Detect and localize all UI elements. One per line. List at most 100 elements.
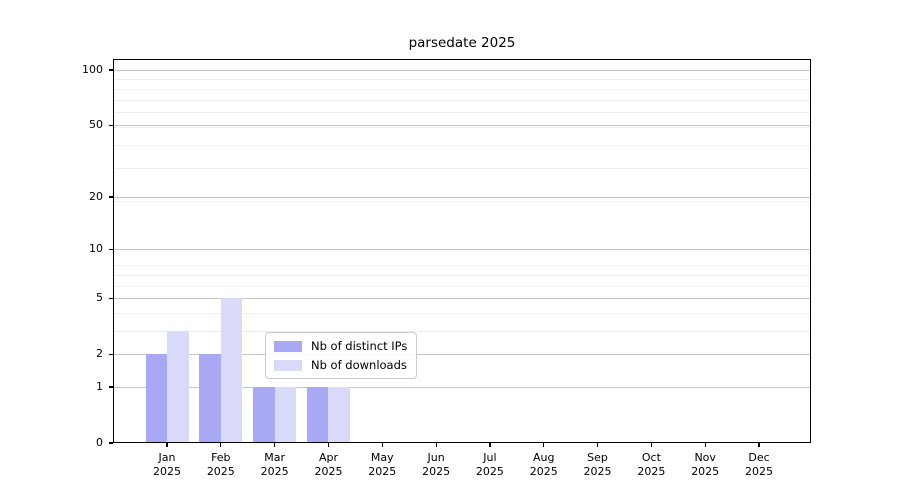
x-tick-year: 2025 [314, 464, 343, 478]
x-tick-label-jul: Jul 2025 [462, 451, 518, 478]
y-tick-label: 100 [82, 63, 103, 76]
x-tick-month: May [370, 451, 394, 464]
x-tick-month: Sep [587, 451, 608, 464]
bar-downloads-feb [220, 298, 243, 443]
x-tick-label-aug: Aug 2025 [516, 451, 572, 478]
gridline-minor [113, 144, 811, 146]
x-tick-year: 2025 [206, 464, 235, 478]
x-tick-month: Aug [532, 451, 555, 464]
x-tick-mark [543, 443, 545, 447]
legend-swatch-distinct-ips [274, 340, 302, 352]
gridline-major [113, 298, 811, 300]
y-tick-mark [109, 442, 113, 444]
y-tick-mark [109, 386, 113, 388]
y-tick-mark [109, 248, 113, 250]
legend: Nb of distinct IPs Nb of downloads [265, 332, 418, 379]
gridline-major [113, 70, 811, 71]
x-tick-mark [489, 443, 491, 447]
x-tick-label-sep: Sep 2025 [570, 451, 626, 478]
legend-label-distinct-ips: Nb of distinct IPs [311, 339, 408, 353]
y-tick-label: 20 [89, 189, 103, 203]
gridline-major [113, 196, 811, 198]
bar-downloads-mar [274, 386, 297, 443]
x-tick-mark [758, 443, 760, 447]
x-tick-year: 2025 [422, 464, 451, 478]
x-tick-mark [166, 443, 168, 447]
legend-item-distinct-ips: Nb of distinct IPs [274, 338, 407, 354]
y-tick-mark [109, 297, 113, 299]
x-tick-mark [274, 443, 276, 447]
gridline-minor [113, 330, 811, 332]
x-tick-label-dec: Dec 2025 [731, 451, 787, 478]
x-tick-year: 2025 [260, 464, 289, 478]
y-tick-mark [109, 196, 113, 198]
x-tick-month: Dec [748, 451, 770, 464]
x-tick-month: Apr [318, 451, 338, 464]
gridline-minor [113, 99, 811, 101]
x-tick-mark [327, 443, 330, 447]
x-tick-mark [435, 443, 437, 447]
x-tick-label-apr: Apr 2025 [300, 451, 356, 478]
gridline-minor [113, 312, 811, 314]
y-tick-label: 1 [96, 379, 103, 393]
gridline-minor [113, 112, 811, 114]
x-tick-year: 2025 [637, 464, 666, 478]
x-tick-month: Jul [483, 451, 497, 464]
x-tick-year: 2025 [583, 464, 612, 478]
y-tick-mark [109, 124, 113, 126]
legend-label-downloads: Nb of downloads [311, 358, 407, 372]
x-tick-month: Jan [158, 451, 176, 464]
chart-title: parsedate 2025 [408, 35, 516, 51]
bar-distinct-ips-feb [199, 354, 221, 443]
x-tick-year: 2025 [153, 464, 181, 478]
gridline-minor [113, 88, 811, 90]
bar-downloads-apr [328, 386, 350, 443]
x-tick-year: 2025 [529, 464, 558, 478]
x-tick-mark [596, 443, 599, 447]
x-tick-label-feb: Feb 2025 [193, 451, 249, 478]
x-tick-mark [650, 443, 652, 447]
legend-item-downloads: Nb of downloads [274, 357, 407, 373]
gridline-minor [113, 200, 811, 202]
gridline-major [113, 354, 811, 356]
legend-swatch-downloads [274, 359, 302, 371]
gridline-minor [113, 265, 811, 267]
bar-distinct-ips-mar [253, 386, 275, 443]
gridline-major [113, 249, 811, 251]
y-tick-mark [109, 353, 113, 355]
plot-area [113, 59, 811, 443]
x-tick-mark [220, 443, 222, 447]
y-tick-label: 50 [89, 118, 103, 132]
y-tick-label: 2 [96, 347, 103, 361]
bar-distinct-ips-apr [306, 386, 329, 443]
x-tick-year: 2025 [745, 464, 774, 478]
x-tick-month: Oct [641, 451, 661, 464]
x-tick-year: 2025 [475, 464, 504, 478]
y-tick-mark [109, 69, 113, 71]
x-tick-label-nov: Nov 2025 [677, 451, 733, 478]
x-tick-month: Feb [211, 451, 231, 464]
y-tick-label: 0 [96, 436, 103, 449]
gridline-minor [113, 79, 811, 81]
x-tick-label-mar: Mar 2025 [247, 451, 303, 478]
x-tick-label-may: May 2025 [354, 451, 410, 478]
x-tick-label-oct: Oct 2025 [623, 451, 679, 478]
x-tick-label-jun: Jun 2025 [408, 451, 464, 478]
gridline-minor [113, 126, 811, 128]
bar-distinct-ips-jan [145, 354, 167, 443]
x-tick-year: 2025 [368, 464, 397, 478]
x-tick-month: Mar [264, 451, 285, 464]
x-tick-month: Nov [694, 451, 716, 464]
gridline-minor [113, 168, 811, 170]
bar-downloads-jan [167, 330, 189, 443]
gridline-minor [113, 274, 811, 276]
x-tick-month: Jun [427, 451, 445, 464]
x-tick-year: 2025 [691, 464, 720, 478]
x-tick-mark [704, 443, 706, 447]
gridline-minor [113, 285, 811, 287]
y-tick-label: 5 [96, 291, 103, 305]
gridline-major [113, 386, 811, 388]
x-tick-label-jan: Jan 2025 [139, 451, 195, 478]
y-tick-label: 10 [89, 242, 103, 256]
